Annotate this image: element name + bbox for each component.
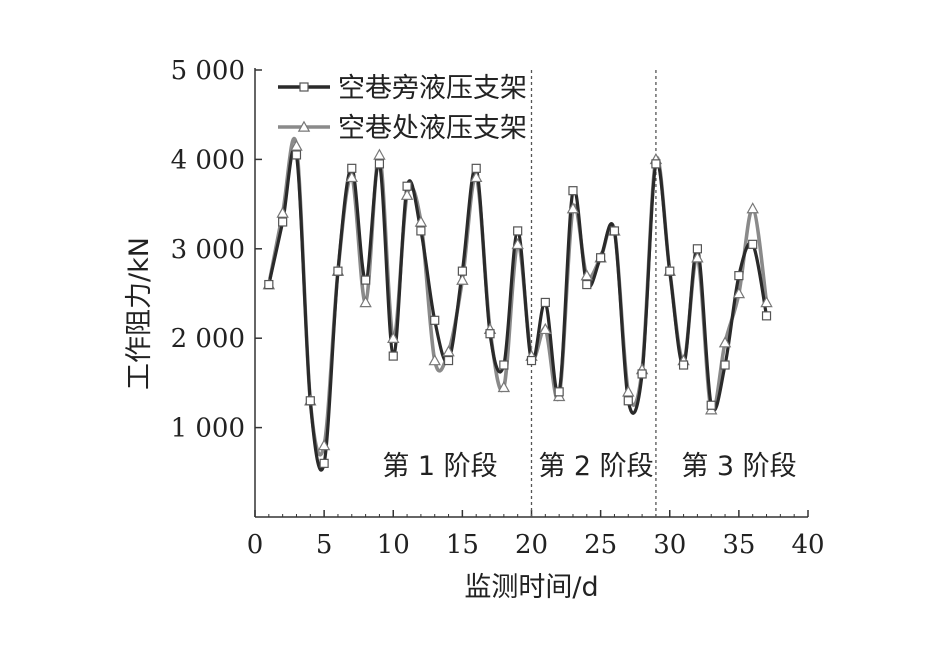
x-tick-label: 20 <box>515 530 548 560</box>
x-tick-label: 30 <box>653 530 686 560</box>
series-1 <box>267 146 769 472</box>
data-point <box>345 170 358 183</box>
data-point <box>497 380 511 393</box>
data-point <box>540 297 550 308</box>
data-point <box>732 287 746 299</box>
data-point <box>443 355 454 366</box>
y-tick-label: 4 000 <box>171 145 245 175</box>
data-point <box>374 159 385 169</box>
data-point <box>264 279 274 290</box>
series-group <box>262 136 773 472</box>
data-point <box>499 360 509 370</box>
data-point <box>678 360 689 370</box>
series-2-markers <box>262 139 773 451</box>
data-point <box>691 251 704 263</box>
legend-marker <box>297 120 311 132</box>
data-point <box>485 329 495 339</box>
data-point <box>748 239 758 249</box>
y-tick-label: 2 000 <box>171 324 245 354</box>
data-point <box>539 322 552 335</box>
x-tick-label: 0 <box>247 530 264 560</box>
data-point <box>720 360 730 370</box>
stage-annotations: 第 1 阶段 第 2 阶段第 3 阶段 <box>382 451 796 482</box>
data-point <box>416 226 426 236</box>
stage-label: 第 1 阶段 <box>382 451 497 482</box>
legend-marker <box>299 82 309 92</box>
legend-label: 空巷处液压支架 <box>338 113 527 144</box>
axes: 0 5 10 15 20 25 30 35 40 1 000 2 000 3 000 4 000 5 00… <box>171 56 825 560</box>
y-axis-title: 工作阻力/kN <box>124 237 155 390</box>
stage-label: 第 3 阶段 <box>681 451 796 482</box>
stage-label: 第 2 阶段 <box>538 451 653 482</box>
data-point <box>359 296 372 308</box>
data-point <box>746 202 759 214</box>
data-point <box>596 253 606 263</box>
reference-lines <box>530 70 657 517</box>
data-point <box>387 331 400 343</box>
data-point <box>388 351 398 361</box>
data-point <box>276 206 289 218</box>
y-tick-label: 3 000 <box>171 235 245 265</box>
y-tick-label: 1 000 <box>171 414 245 444</box>
data-point <box>760 296 773 308</box>
data-point <box>290 139 303 151</box>
data-point <box>568 186 578 196</box>
data-point <box>623 396 633 406</box>
data-point <box>706 400 716 410</box>
data-point <box>333 266 343 276</box>
data-point <box>513 226 523 236</box>
series-line <box>267 146 769 472</box>
x-tick-label: 40 <box>791 530 824 560</box>
data-point <box>471 163 481 173</box>
data-point <box>400 188 414 200</box>
data-point <box>456 273 469 285</box>
data-point <box>402 181 412 191</box>
data-point <box>526 355 537 366</box>
data-point <box>651 159 661 169</box>
data-point <box>761 311 772 321</box>
data-point <box>622 385 635 397</box>
data-point <box>442 345 455 357</box>
data-point <box>609 226 620 236</box>
x-tick-label: 5 <box>316 530 333 560</box>
data-point <box>566 202 580 214</box>
data-point <box>430 315 440 325</box>
data-point <box>414 215 428 227</box>
legend-label: 空巷旁液压支架 <box>338 73 527 104</box>
data-point <box>428 354 441 366</box>
data-point <box>347 163 357 173</box>
data-point <box>580 269 594 281</box>
x-axis-title: 监测时间/d <box>464 572 598 603</box>
series-1-markers <box>264 150 772 468</box>
data-point <box>291 150 302 160</box>
x-tick-label: 35 <box>722 530 755 560</box>
data-point <box>637 369 647 379</box>
x-tick-label: 15 <box>446 530 479 560</box>
data-point <box>511 237 524 250</box>
data-point <box>665 266 675 276</box>
data-point <box>361 275 371 285</box>
data-point <box>554 387 564 397</box>
data-point <box>317 439 331 451</box>
data-point <box>278 217 288 227</box>
x-tick-label: 10 <box>377 530 410 560</box>
data-point <box>319 458 329 468</box>
data-point <box>692 244 703 254</box>
data-point <box>582 279 592 290</box>
x-tick-label: 25 <box>584 530 617 560</box>
data-point <box>305 396 315 406</box>
data-point <box>718 336 732 348</box>
data-point <box>373 148 386 160</box>
data-point <box>457 266 467 276</box>
data-point <box>734 271 744 281</box>
y-tick-label: 5 000 <box>171 56 245 86</box>
data-point <box>469 170 483 183</box>
